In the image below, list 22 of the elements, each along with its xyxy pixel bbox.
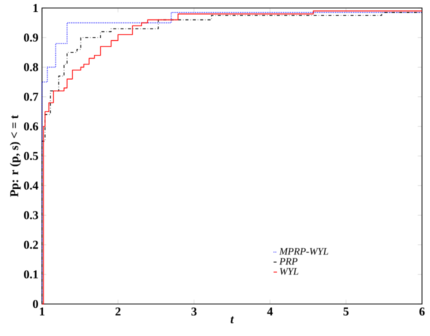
y-axis-title: Pp: r (p, s) < = t xyxy=(10,115,21,197)
legend-label: PRP xyxy=(279,258,298,265)
y-tick-label: 0.4 xyxy=(24,182,38,190)
y-tick-label: 0.8 xyxy=(24,63,38,72)
y-tick-label: 0.2 xyxy=(24,240,38,249)
y-tick-label: 0.1 xyxy=(24,270,38,278)
x-tick-label: 1 xyxy=(40,308,44,316)
x-tick-label: 3 xyxy=(191,308,197,316)
legend-label: WYL xyxy=(280,268,298,275)
x-tick-label: 5 xyxy=(344,308,349,316)
y-tick-label: 1 xyxy=(33,4,38,12)
y-tick-label: 0.7 xyxy=(24,92,38,101)
x-axis-title: t xyxy=(230,316,234,324)
y-tick-label: 0 xyxy=(32,300,38,308)
legend-label: MPRP-WYL xyxy=(279,248,328,255)
x-tick-label: 2 xyxy=(116,308,120,316)
y-tick-label: 0.6 xyxy=(24,122,38,130)
y-tick-label: 0.5 xyxy=(24,152,38,160)
x-tick-label: 4 xyxy=(267,308,273,316)
x-tick-label: 6 xyxy=(419,308,425,316)
y-tick-label: 0.3 xyxy=(24,211,38,220)
y-tick-label: 0.9 xyxy=(24,34,38,42)
